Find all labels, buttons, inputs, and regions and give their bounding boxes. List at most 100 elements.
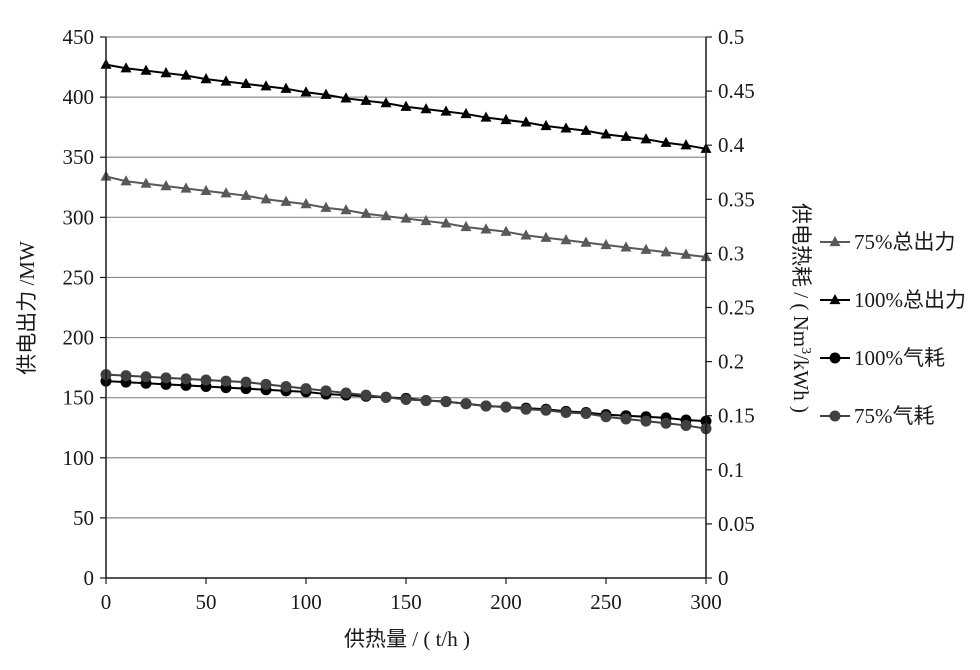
legend-marker xyxy=(829,235,841,247)
data-point xyxy=(560,234,572,245)
data-point xyxy=(540,231,552,242)
data-point xyxy=(180,69,192,80)
legend-label: 100%总出力 xyxy=(854,288,966,312)
data-point xyxy=(340,204,352,215)
data-point xyxy=(280,380,292,392)
data-point xyxy=(660,136,672,147)
data-point xyxy=(580,408,592,420)
data-point xyxy=(320,201,332,212)
legend-marker xyxy=(829,293,841,305)
legend-label: 75%气耗 xyxy=(854,404,935,428)
series-3 xyxy=(100,369,712,435)
data-point xyxy=(160,372,172,384)
data-point xyxy=(220,187,232,198)
data-point xyxy=(560,122,572,133)
data-point xyxy=(360,94,372,105)
data-point xyxy=(520,116,532,127)
data-point xyxy=(580,124,592,135)
data-point xyxy=(120,370,132,382)
data-point xyxy=(640,415,652,427)
data-point xyxy=(640,243,652,254)
data-point xyxy=(140,64,152,75)
data-point xyxy=(140,177,152,188)
x-tick-label: 150 xyxy=(390,590,422,614)
data-point xyxy=(220,375,232,387)
x-tick-label: 300 xyxy=(690,590,722,614)
y-tick-label: 300 xyxy=(63,205,95,229)
y2-tick-label: 0.15 xyxy=(718,404,755,428)
y2-tick-label: 0.45 xyxy=(718,79,755,103)
data-point xyxy=(320,385,332,397)
y2-tick-label: 0.2 xyxy=(718,350,744,374)
x-tick-label: 0 xyxy=(101,590,112,614)
series-0 xyxy=(100,170,712,262)
data-point xyxy=(180,373,192,385)
data-point xyxy=(600,411,612,423)
legend-marker xyxy=(829,410,841,422)
y-tick-label: 450 xyxy=(63,25,95,49)
legend-item: 75%总出力 xyxy=(820,230,956,254)
y2-axis-title: 供电热耗 / ( Nm3/kWh ) xyxy=(789,203,813,413)
x-tick-label: 200 xyxy=(490,590,522,614)
y2-tick-label: 0.3 xyxy=(718,241,744,265)
y-tick-label: 150 xyxy=(63,386,95,410)
data-point xyxy=(400,100,412,111)
data-point xyxy=(220,75,232,86)
data-point xyxy=(520,403,532,415)
legend-item: 100%气耗 xyxy=(820,346,945,370)
data-point xyxy=(480,111,492,122)
data-point xyxy=(320,88,332,99)
data-point xyxy=(340,387,352,399)
data-point xyxy=(300,383,312,395)
data-point xyxy=(520,229,532,240)
data-point xyxy=(340,92,352,103)
y-tick-label: 50 xyxy=(73,506,94,530)
data-point xyxy=(200,374,212,386)
data-point xyxy=(260,193,272,204)
data-point xyxy=(420,395,432,407)
data-point xyxy=(680,139,692,150)
data-point xyxy=(480,400,492,412)
data-point xyxy=(160,67,172,78)
y-tick-label: 400 xyxy=(63,85,95,109)
data-point xyxy=(260,80,272,91)
data-point xyxy=(680,419,692,431)
data-point xyxy=(500,113,512,125)
x-tick-label: 50 xyxy=(196,590,217,614)
data-point xyxy=(660,417,672,429)
data-point xyxy=(380,210,392,221)
data-point xyxy=(240,189,252,200)
data-point xyxy=(600,238,612,250)
y2-tick-label: 0.35 xyxy=(718,187,755,211)
data-point xyxy=(620,241,632,252)
y2-tick-label: 0 xyxy=(718,566,729,590)
data-point xyxy=(440,105,452,116)
y2-tick-label: 0.05 xyxy=(718,512,755,536)
y2-tick-label: 0.25 xyxy=(718,296,755,320)
data-point xyxy=(160,180,172,191)
series-1 xyxy=(100,58,712,153)
y-tick-label: 250 xyxy=(63,265,95,289)
data-point xyxy=(260,378,272,390)
data-point xyxy=(360,389,372,401)
y-tick-label: 0 xyxy=(84,566,95,590)
series-layer xyxy=(100,58,712,435)
data-point xyxy=(280,195,292,206)
data-point xyxy=(460,220,472,232)
data-point xyxy=(380,97,392,108)
legend-label: 75%总出力 xyxy=(854,230,956,254)
data-point xyxy=(420,214,432,226)
data-point xyxy=(120,175,132,186)
x-tick-label: 100 xyxy=(290,590,322,614)
data-point xyxy=(400,393,412,405)
data-point xyxy=(240,77,252,89)
y2-tick-label: 0.5 xyxy=(718,25,744,49)
data-point xyxy=(300,198,312,209)
data-point xyxy=(580,236,592,247)
data-point xyxy=(140,371,152,383)
legend-item: 100%总出力 xyxy=(820,288,966,312)
x-axis-title: 供热量 / ( t/h ) xyxy=(344,627,470,651)
data-point xyxy=(300,86,312,97)
data-point xyxy=(500,225,512,236)
